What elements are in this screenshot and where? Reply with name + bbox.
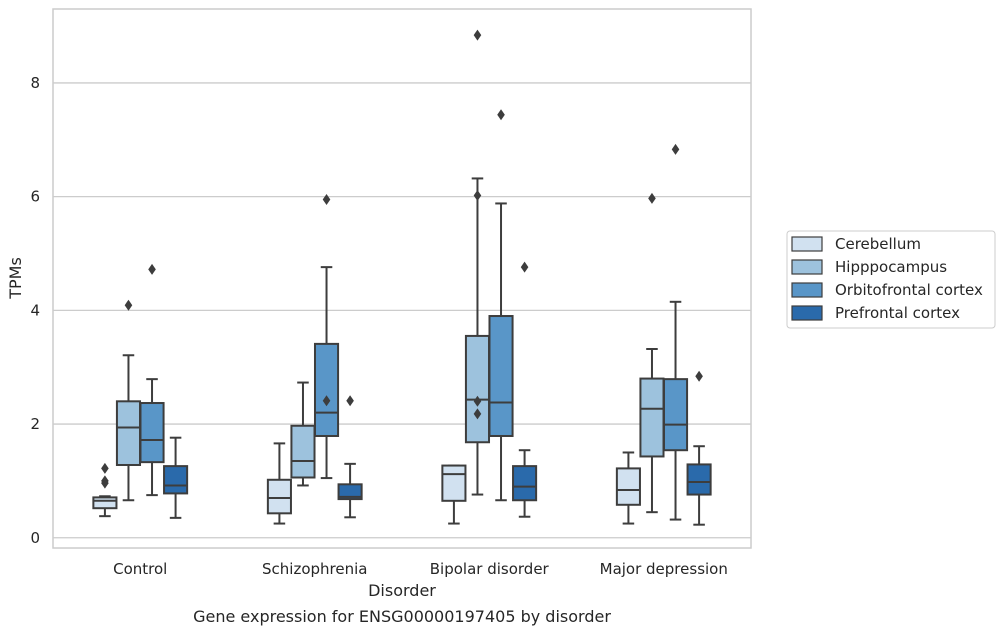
box-1-0: [266, 442, 292, 525]
outlier-point: [322, 395, 331, 407]
box-0-0: [92, 462, 118, 518]
legend-label-0: Cerebellum: [835, 235, 921, 253]
box-body: [662, 378, 689, 452]
y-axis-title: TPMs: [6, 257, 25, 300]
legend-swatch-0: [791, 236, 823, 252]
box-body: [139, 402, 165, 464]
outlier-point: [671, 143, 680, 155]
box-body: [313, 342, 340, 437]
legend-swatch-1: [791, 259, 823, 275]
plot-frame: [52, 8, 752, 549]
box-body: [512, 465, 538, 502]
legend-frame: [786, 230, 996, 329]
box-body: [441, 464, 467, 502]
outlier-point: [520, 261, 529, 273]
legend-swatch-2: [791, 282, 823, 298]
outlier-point: [101, 477, 109, 489]
box-1-1: [290, 381, 316, 487]
box-1-3: [337, 395, 363, 519]
x-tick-label-1: Schizophrenia: [262, 560, 367, 578]
outlier-point: [648, 192, 656, 204]
box-body: [290, 424, 316, 479]
outlier-point: [346, 395, 354, 407]
x-tick-label-2: Bipolar disorder: [430, 560, 550, 578]
legend-label-2: Orbitofrontal cortex: [835, 281, 983, 299]
box-2-1: [464, 29, 491, 496]
box-body: [639, 377, 665, 458]
legend: Cerebellum Hipppocampus Orbitofrontal cort…: [786, 230, 996, 329]
outlier-point: [497, 109, 505, 121]
outlier-point: [124, 299, 133, 311]
box-body: [163, 465, 189, 495]
y-tick-label-8: 8: [30, 74, 40, 92]
box-1-2: [313, 193, 340, 480]
box-0-2: [139, 263, 165, 497]
y-tick-label-2: 2: [30, 415, 40, 433]
outlier-point: [101, 462, 109, 474]
box-0-1: [115, 299, 142, 502]
outlier-point: [473, 189, 482, 201]
y-tick-label-4: 4: [30, 301, 40, 319]
x-tick-label-0: Control: [113, 560, 167, 578]
box-2-2: [488, 109, 514, 502]
x-tick-label-3: Major depression: [600, 560, 728, 578]
box-3-1: [639, 192, 665, 514]
outlier-point: [473, 29, 482, 41]
box-body: [92, 496, 118, 510]
outlier-point: [473, 395, 482, 407]
box-body: [615, 467, 641, 506]
chart-caption: Gene expression for ENSG00000197405 by d…: [193, 607, 611, 626]
box-body: [115, 400, 142, 466]
box-3-3: [686, 370, 712, 526]
outlier-point: [473, 408, 482, 420]
y-tick-label-0: 0: [30, 529, 40, 547]
legend-label-1: Hipppocampus: [835, 258, 947, 276]
box-body: [686, 463, 712, 496]
legend-label-3: Prefrontal cortex: [835, 304, 960, 322]
box-2-3: [512, 261, 538, 518]
legend-swatch-3: [791, 305, 823, 321]
box-3-2: [662, 143, 689, 521]
box-body: [488, 315, 514, 437]
grid-layer: [53, 82, 751, 539]
ticks-layer: 0 2 4 6 8 Control Schizophrenia Bipolar disorde…: [30, 74, 727, 578]
box-3-0: [615, 451, 641, 525]
box-0-3: [163, 436, 189, 519]
box-body: [337, 483, 363, 501]
box-body: [266, 478, 292, 515]
y-tick-label-6: 6: [30, 188, 40, 206]
x-axis-title: Disorder: [368, 581, 436, 600]
outlier-point: [322, 193, 331, 205]
outlier-point: [695, 370, 703, 382]
boxes-layer: [92, 29, 712, 526]
box-body: [464, 334, 491, 444]
outlier-point: [148, 263, 156, 275]
box-2-0: [441, 464, 467, 525]
